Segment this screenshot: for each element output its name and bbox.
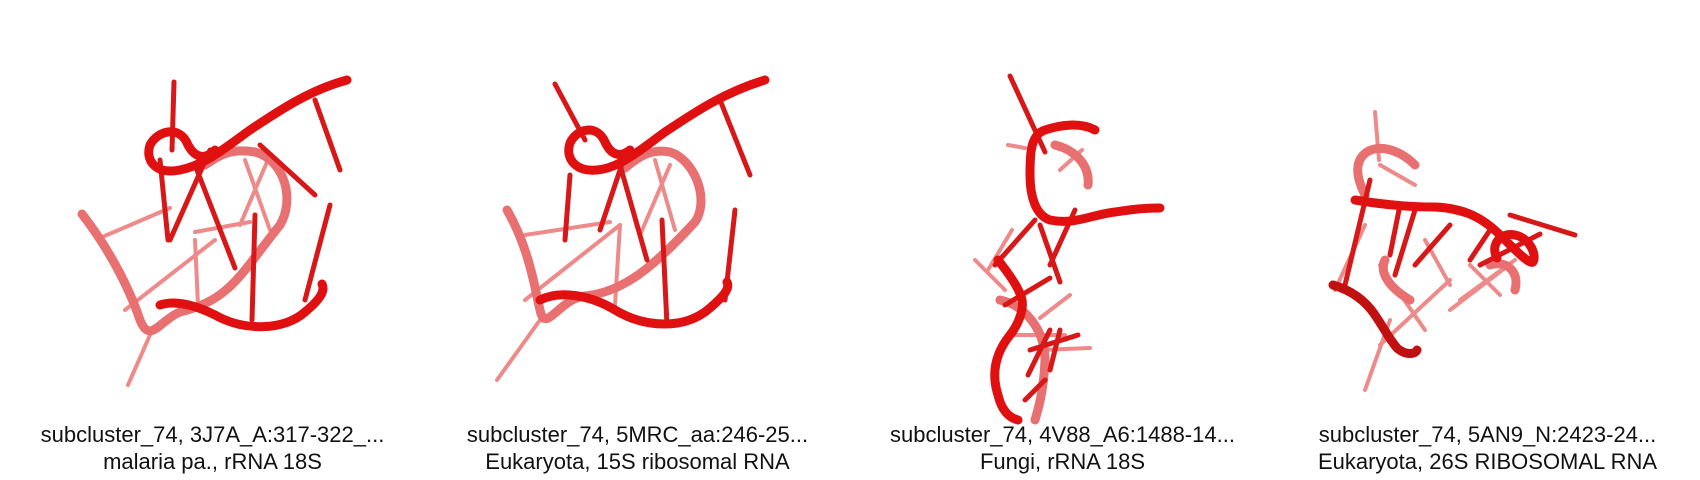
base-sticks-far: [973, 143, 1092, 352]
structure-panel-4: subcluster_74, 5AN9_N:2423-24... Eukaryo…: [1275, 0, 1700, 480]
panel-subtitle: malaria pa., rRNA 18S: [103, 449, 322, 474]
rna-structure-image-1: [77, 75, 352, 387]
structure-panel-2: subcluster_74, 5MRC_aa:246-25... Eukaryo…: [425, 0, 850, 480]
base-sticks-far: [98, 153, 272, 387]
panel-subtitle: Fungi, rRNA 18S: [979, 449, 1146, 474]
backbone-near: [564, 75, 770, 175]
backbone-bottom: [155, 279, 328, 332]
rna-structure-image-4: [1328, 110, 1578, 392]
panel-subtitle: Eukaryota, 26S RIBOSOMAL RNA: [1317, 449, 1658, 474]
backbone-near: [144, 75, 352, 176]
panel-title: subcluster_74, 3J7A_A:317-322_...: [40, 422, 385, 447]
backbone-bottom: [535, 277, 733, 329]
structure-panel-3: subcluster_74, 4V88_A6:1488-14... Fungi,…: [850, 0, 1275, 480]
panel-title: subcluster_74, 4V88_A6:1488-14...: [890, 422, 1235, 447]
backbone-near: [1350, 195, 1539, 267]
backbone-far: [77, 146, 292, 336]
backbone-lower: [990, 255, 1027, 425]
panel-title: subcluster_74, 5MRC_aa:246-25...: [466, 422, 809, 447]
backbone-bottom: [1328, 280, 1422, 358]
backbone-near: [1025, 120, 1165, 226]
panel-title: subcluster_74, 5AN9_N:2423-24...: [1318, 422, 1657, 447]
structure-panel-1: subcluster_74, 3J7A_A:317-322_... malari…: [0, 0, 425, 480]
rna-structure-image-2: [495, 75, 770, 382]
panel-subtitle: Eukaryota, 15S ribosomal RNA: [485, 449, 790, 474]
rna-structure-image-3: [973, 73, 1165, 425]
backbone-far: [1353, 144, 1521, 305]
